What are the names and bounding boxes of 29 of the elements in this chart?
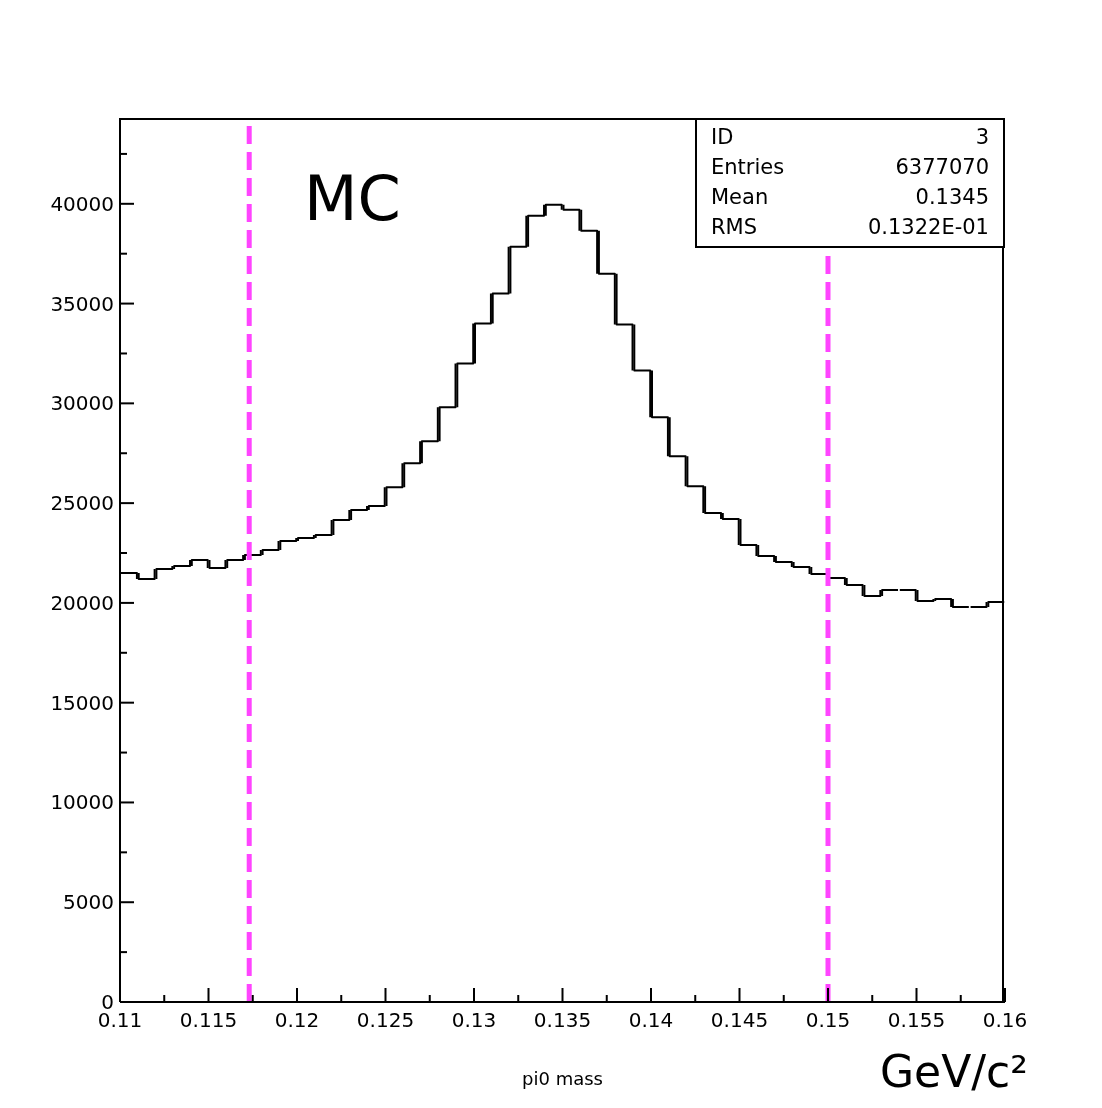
annotation: 0.1322E-01 (867, 214, 989, 241)
x-axis-title: pi0 mass (522, 1068, 603, 1089)
y-tick-label: 40000 (50, 191, 114, 216)
x-tick-label: 0.14 (628, 1008, 674, 1033)
x-tick-label: 0.135 (533, 1008, 592, 1033)
x-tick-label: 0.13 (451, 1008, 497, 1033)
y-tick-label: 30000 (50, 391, 114, 416)
annotation: RMS (711, 214, 758, 241)
annotation: 0.1345 (915, 184, 989, 211)
x-tick-label: 0.16 (982, 1008, 1028, 1033)
x-tick-label: 0.155 (887, 1008, 946, 1033)
annotation: 3 (975, 124, 989, 151)
annotation: Entries (711, 154, 785, 181)
text: GeV/c² (880, 1046, 1028, 1097)
annotation: ID (711, 124, 734, 151)
y-tick-label: 10000 (50, 790, 114, 815)
y-tick-label: 15000 (50, 690, 114, 715)
annotation: MC (304, 162, 401, 235)
x-tick-label: 0.12 (274, 1008, 320, 1033)
x-tick-label: 0.145 (710, 1008, 769, 1033)
y-tick-label: 20000 (50, 590, 114, 615)
annotation: Mean (711, 184, 769, 211)
y-tick-label: 35000 (50, 291, 114, 316)
x-tick-label: 0.115 (179, 1008, 238, 1033)
x-tick-label: 0.15 (805, 1008, 851, 1033)
x-tick-label: 0.125 (356, 1008, 415, 1033)
annotation: 6377070 (895, 154, 989, 181)
y-tick-label: 5000 (63, 890, 114, 915)
y-tick-label: 25000 (50, 491, 114, 516)
